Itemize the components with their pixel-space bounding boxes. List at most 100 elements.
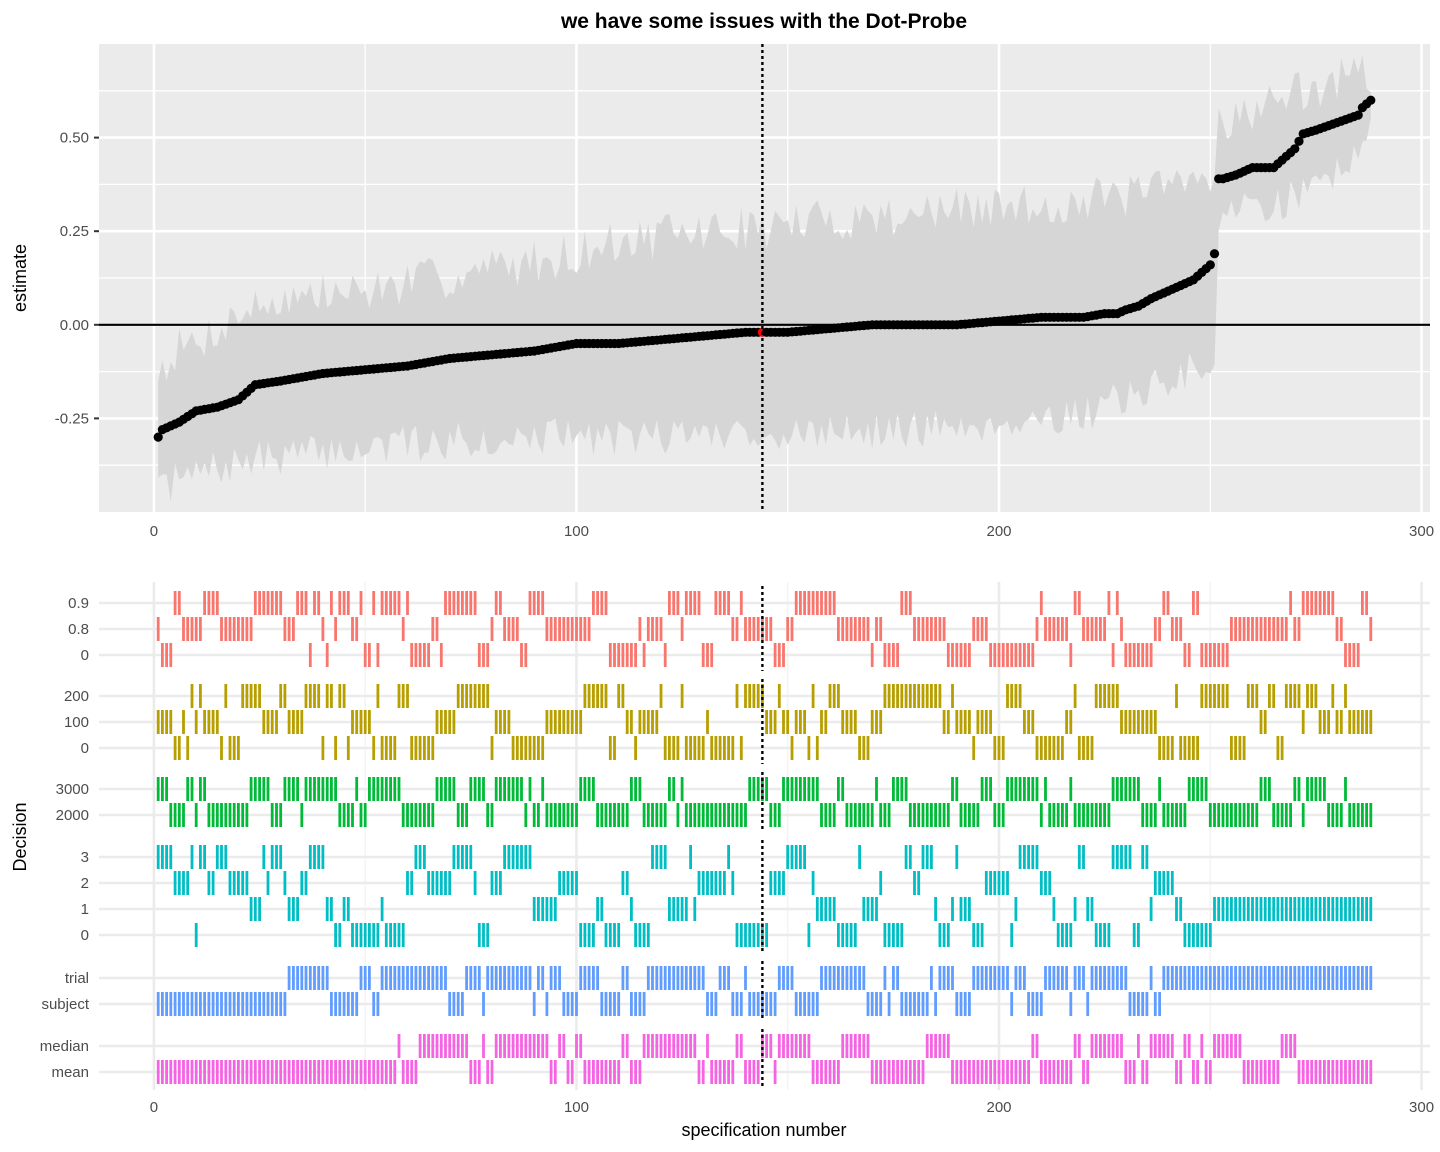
decision-tile xyxy=(1331,897,1335,921)
decision-tile xyxy=(837,966,840,990)
decision-tile xyxy=(1200,643,1204,667)
decision-tile xyxy=(249,992,253,1016)
decision-tile xyxy=(1006,1060,1009,1084)
decision-tile xyxy=(744,803,747,827)
decision-tile xyxy=(1246,966,1250,990)
estimate-point xyxy=(1366,95,1376,105)
decision-tile xyxy=(545,710,549,734)
decision-tile xyxy=(680,966,684,990)
decision-tile xyxy=(790,617,794,641)
decision-tile xyxy=(1103,966,1106,990)
decision-tile xyxy=(266,710,270,734)
decision-tile xyxy=(1031,643,1035,667)
decision-tile xyxy=(351,1060,354,1084)
decision-tile xyxy=(1208,923,1212,947)
decision-tile xyxy=(266,591,270,615)
decision-tile xyxy=(351,923,354,947)
decision-tile xyxy=(448,1034,452,1058)
decision-tile xyxy=(566,871,570,895)
decision-tile xyxy=(313,845,316,869)
decision-tile xyxy=(718,736,722,760)
decision-tile xyxy=(1128,643,1132,667)
decision-tile xyxy=(946,966,950,990)
decision-tile xyxy=(879,871,883,895)
decision-tile xyxy=(782,966,785,990)
decision-tile xyxy=(338,923,342,947)
decision-tile xyxy=(794,992,798,1016)
decision-tile xyxy=(832,966,836,990)
decision-tile xyxy=(397,923,401,947)
decision-tile xyxy=(706,1034,709,1058)
decision-tile xyxy=(904,1060,908,1084)
decision-tile xyxy=(630,710,633,734)
decision-tile xyxy=(1318,710,1322,734)
decision-tile xyxy=(993,1060,997,1084)
decision-tile xyxy=(173,871,177,895)
decision-tile xyxy=(575,992,578,1016)
decision-tile xyxy=(807,1034,811,1058)
decision-tile xyxy=(520,777,523,801)
decision-tile xyxy=(515,845,519,869)
decision-tile xyxy=(1006,643,1009,667)
decision-tile xyxy=(444,710,447,734)
decision-tile xyxy=(1208,803,1212,827)
decision-tile xyxy=(1204,966,1208,990)
decision-tile xyxy=(1027,845,1030,869)
decision-tile xyxy=(1263,617,1267,641)
decision-tile xyxy=(304,591,308,615)
decision-tile xyxy=(389,591,392,615)
decision-tile xyxy=(942,710,946,734)
decision-tile xyxy=(308,966,312,990)
decision-tile xyxy=(503,617,506,641)
decision-tile xyxy=(161,777,164,801)
decision-tile xyxy=(165,1060,168,1084)
decision-tile xyxy=(494,1034,498,1058)
decision-tile xyxy=(461,684,464,708)
decision-tile xyxy=(237,1060,240,1084)
decision-tile xyxy=(1132,710,1136,734)
decision-tile xyxy=(507,966,511,990)
decision-tile xyxy=(1187,736,1191,760)
decision-tile xyxy=(262,1060,266,1084)
decision-tile xyxy=(1056,966,1060,990)
decision-tile xyxy=(672,1034,676,1058)
decision-tile xyxy=(659,1034,663,1058)
decision-tile xyxy=(1318,897,1322,921)
decision-tile xyxy=(1179,1060,1183,1084)
estimate-point xyxy=(1205,260,1215,270)
decision-tile xyxy=(1086,617,1090,641)
decision-tile xyxy=(1137,1034,1140,1058)
decision-tile xyxy=(1111,684,1115,708)
decision-tile xyxy=(211,992,215,1016)
decision-tile xyxy=(807,992,811,1016)
decision-tile xyxy=(1365,803,1368,827)
decision-tile xyxy=(621,966,625,990)
decision-tile xyxy=(228,992,232,1016)
decision-tile xyxy=(1196,923,1199,947)
decision-tile xyxy=(435,1034,439,1058)
decision-tile xyxy=(997,1060,1001,1084)
decision-tile xyxy=(1225,643,1229,667)
decision-tile xyxy=(515,736,519,760)
decision-tile xyxy=(710,803,714,827)
decision-tile xyxy=(224,1060,228,1084)
decision-tile xyxy=(1208,966,1212,990)
decision-tile xyxy=(1052,736,1056,760)
decision-level-label: 0 xyxy=(81,740,89,757)
decision-tile xyxy=(638,1060,642,1084)
decision-tile xyxy=(1242,803,1246,827)
decision-tile xyxy=(215,803,219,827)
decision-tile xyxy=(389,777,392,801)
decision-tile xyxy=(1344,684,1347,708)
decision-tile xyxy=(892,777,895,801)
decision-tile xyxy=(182,710,185,734)
decision-tile xyxy=(558,871,561,895)
decision-tile xyxy=(1158,777,1161,801)
decision-tile xyxy=(841,1034,845,1058)
decision-tile xyxy=(1251,803,1254,827)
decision-tile xyxy=(1090,617,1094,641)
decision-tile xyxy=(786,845,790,869)
decision-tile xyxy=(963,992,967,1016)
decision-tile xyxy=(1039,803,1043,827)
decision-tile xyxy=(190,684,194,708)
